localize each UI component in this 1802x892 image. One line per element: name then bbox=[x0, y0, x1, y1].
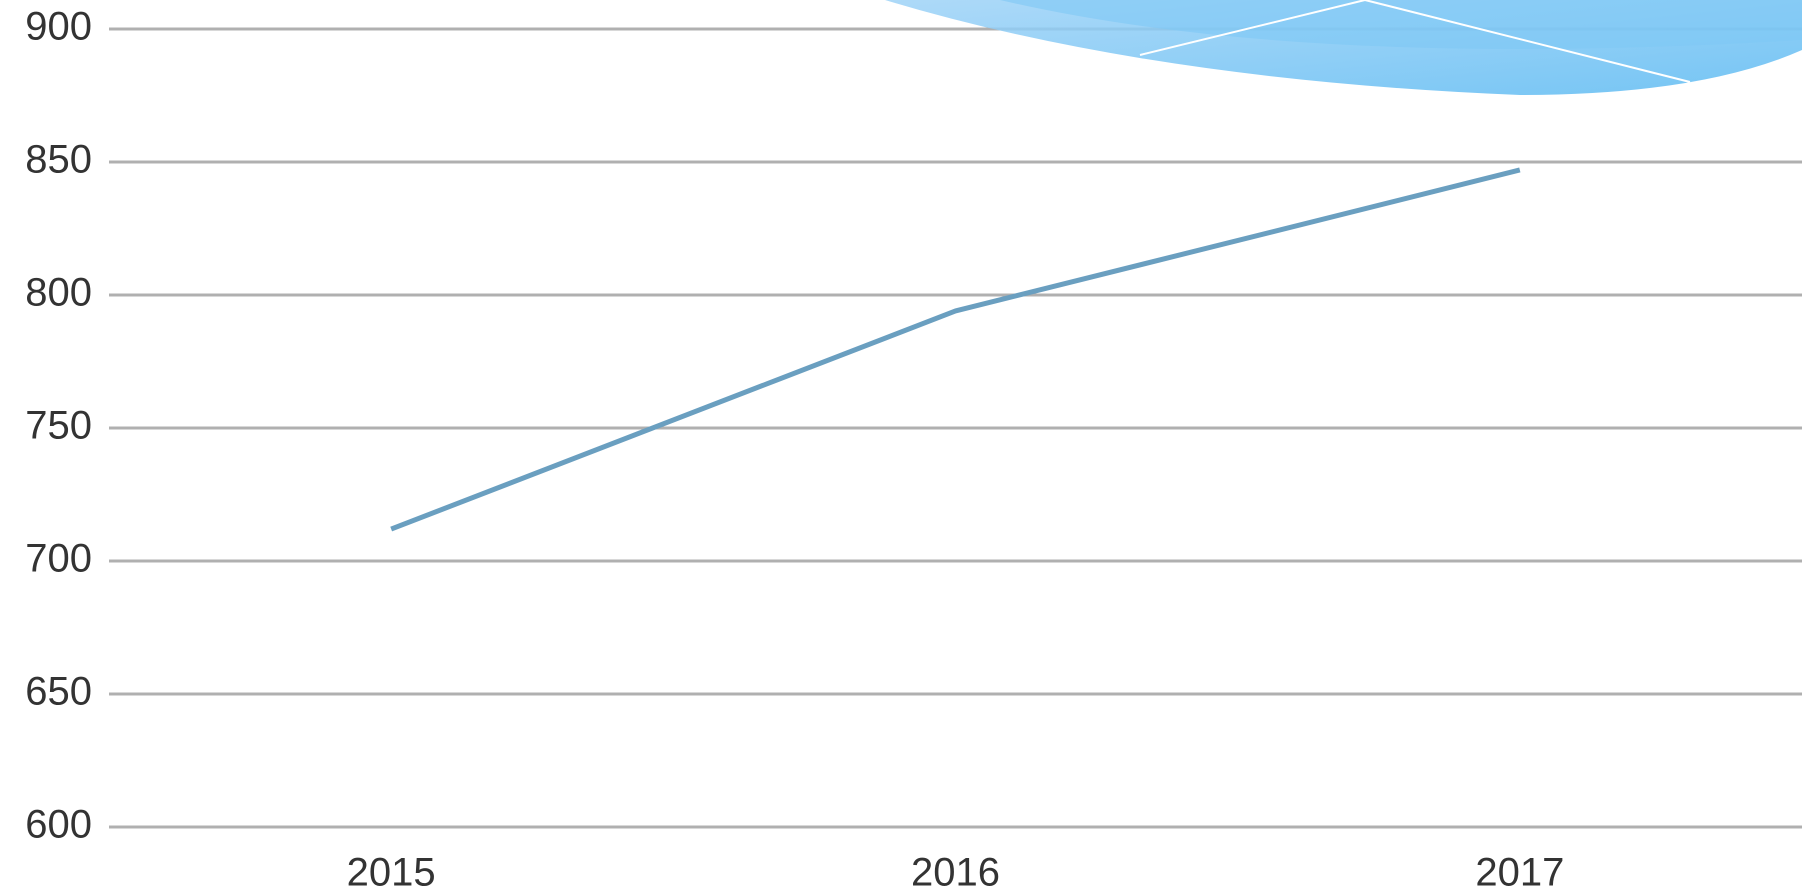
y-tick-label: 650 bbox=[25, 670, 92, 714]
x-tick-label: 2016 bbox=[911, 851, 1000, 892]
line-series bbox=[391, 170, 1520, 529]
page: {"chart_data": {"type": "line", "categor… bbox=[0, 0, 1802, 892]
y-tick-label: 800 bbox=[25, 271, 92, 315]
x-tick-label: 2017 bbox=[1475, 851, 1564, 892]
y-tick-label: 900 bbox=[25, 5, 92, 49]
plot-area: 600 650 700 750 800 850 900 2015 2016 2017 bbox=[25, 5, 1802, 892]
y-tick-label: 850 bbox=[25, 138, 92, 182]
y-tick-label: 600 bbox=[25, 803, 92, 847]
decoration bbox=[885, 0, 1802, 95]
y-tick-label: 750 bbox=[25, 404, 92, 448]
chart: 600 650 700 750 800 850 900 2015 2016 2017 bbox=[0, 0, 1802, 892]
y-tick-label: 700 bbox=[25, 537, 92, 581]
x-tick-label: 2015 bbox=[347, 851, 436, 892]
